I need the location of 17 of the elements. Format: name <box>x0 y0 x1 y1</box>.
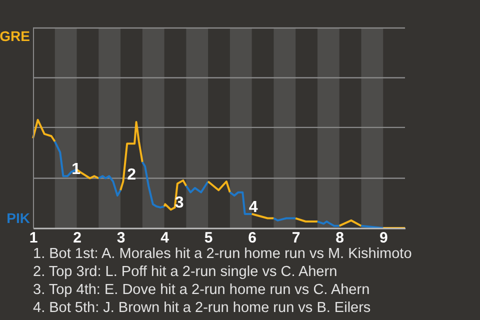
x-tick-label: 5 <box>204 230 213 246</box>
x-tick-label: 1 <box>29 230 38 246</box>
x-tick-label: 2 <box>73 230 82 246</box>
text: GRE <box>0 28 30 44</box>
x-tick-label: 4 <box>160 230 170 246</box>
text: 1. Bot 1st: A. Morales hit a 2-run home run vs M. Kishimoto <box>33 246 412 262</box>
text: 3. Top 4th: E. Dove hit a 2-run home run vs C. Ahern <box>33 282 370 298</box>
x-tick-label: 9 <box>379 230 388 246</box>
x-tick-label: 6 <box>248 230 256 246</box>
text: 2. Top 3rd: L. Poff hit a 2-run single vs C. Ahern <box>33 264 338 280</box>
text: PIK <box>6 210 30 226</box>
annotation: 2 <box>127 166 136 184</box>
text: 4. Bot 5th: J. Brown hit a 2-run home run vs B. Eilers <box>33 300 371 316</box>
x-tick-label: 8 <box>336 230 344 246</box>
x-tick-label: 3 <box>116 230 126 246</box>
annotation: 4 <box>248 198 258 216</box>
x-tick-label: 7 <box>292 230 300 246</box>
